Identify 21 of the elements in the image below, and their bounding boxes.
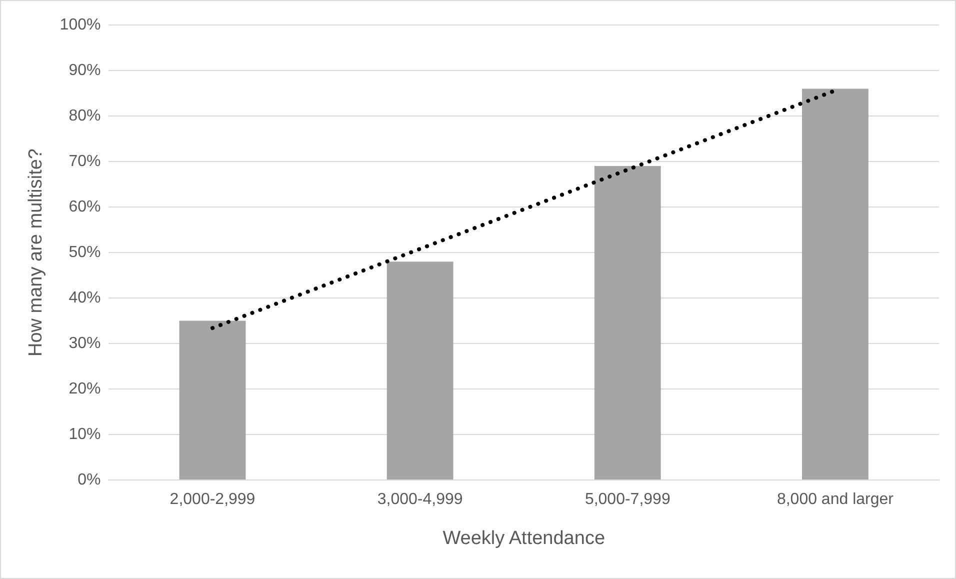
y-tick-label: 50% — [68, 244, 101, 261]
bar — [179, 320, 246, 480]
x-axis-title: Weekly Attendance — [442, 528, 606, 549]
x-tick-label: 3,000-4,999 — [377, 491, 463, 508]
y-tick-label: 0% — [78, 471, 101, 488]
y-tick-label: 80% — [68, 107, 101, 124]
bar — [594, 166, 661, 480]
y-tick-label: 10% — [68, 426, 101, 443]
x-tick-label: 8,000 and larger — [776, 491, 894, 508]
x-tick-label: 5,000-7,999 — [584, 491, 670, 508]
y-tick-label: 60% — [68, 198, 101, 216]
y-tick-label: 70% — [68, 152, 101, 170]
y-tick-label: 40% — [68, 289, 101, 306]
y-axis-title: How many are multisite? — [26, 148, 47, 357]
y-tick-label: 100% — [60, 16, 101, 34]
y-tick-label: 20% — [68, 380, 101, 398]
x-tick-label: 2,000-2,999 — [170, 491, 256, 508]
bar — [802, 88, 868, 480]
y-tick-label: 90% — [68, 62, 101, 79]
bar — [386, 262, 454, 480]
y-tick-label: 30% — [68, 334, 101, 352]
